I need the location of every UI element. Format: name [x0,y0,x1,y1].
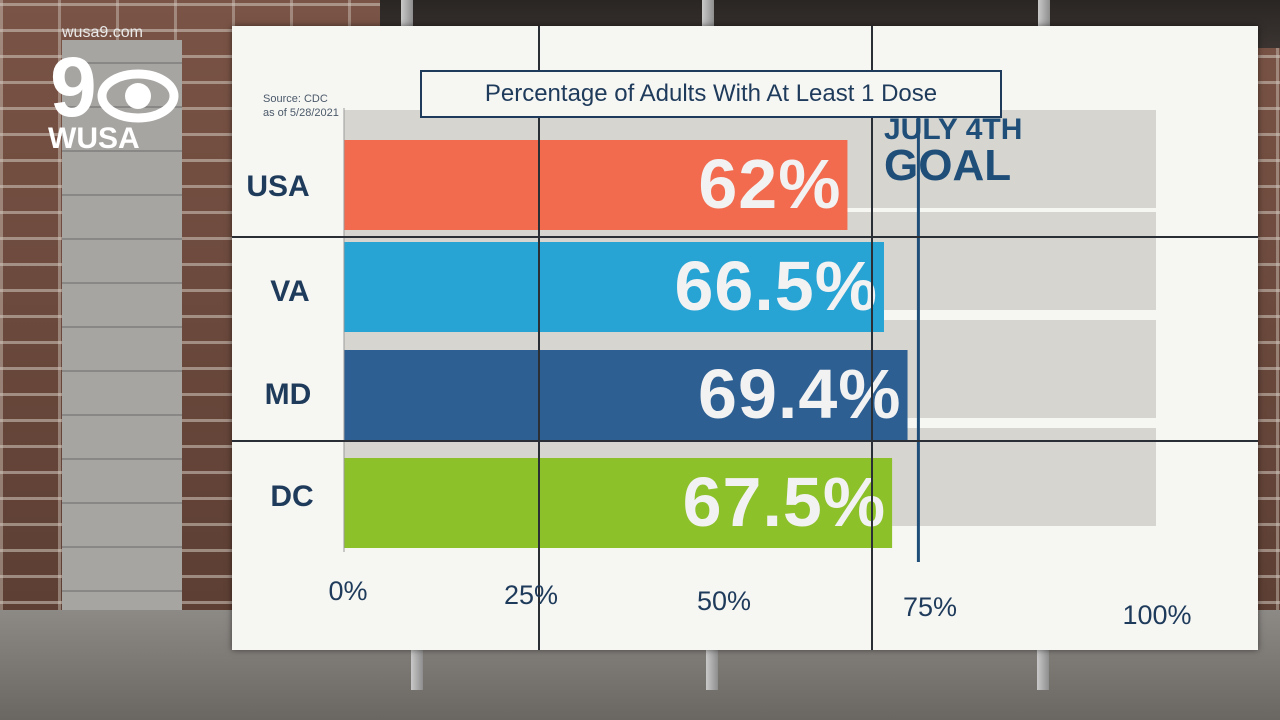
source-date: as of 5/28/2021 [263,107,339,119]
source-line: Source: CDC [263,93,328,105]
value-label-va: 66.5% [674,247,878,325]
goal-label-line2: GOAL [884,140,1012,190]
category-label-md: MD [264,378,312,411]
network-number: 9 [50,40,97,134]
station-url: wusa9.com [62,24,143,41]
goal-label-line1: JULY 4TH [884,113,1023,146]
screen-seam-horizontal [232,236,1258,238]
bar-md [344,350,908,440]
screen-seam-vertical [538,26,540,650]
x-tick-label: 0% [328,576,368,606]
x-tick-label: 100% [1122,600,1192,630]
category-label-dc: DC [270,480,314,513]
chart-title: Percentage of Adults With At Least 1 Dos… [420,70,1002,118]
value-label-dc: 67.5% [682,463,887,541]
goal-label: JULY 4TH GOAL [884,113,1023,190]
x-tick-label: 50% [696,586,752,616]
x-tick-label: 75% [902,592,958,622]
x-tick-label: 25% [503,580,559,610]
bar-usa [344,140,848,230]
bars [344,140,908,548]
value-label-usa: 62% [698,145,842,223]
cbs-eye-icon: 9 [50,40,179,134]
value-label-md: 69.4% [698,355,902,433]
screen-seam-vertical [871,26,873,650]
station-logo: wusa9.com 9 WUSA [40,24,190,174]
category-label-usa: USA [246,170,310,203]
category-label-va: VA [270,275,310,308]
source-note: Source: CDC as of 5/28/2021 [263,92,339,120]
screen-seam-horizontal [232,440,1258,442]
stone-pillar [62,40,182,680]
station-call-letters: WUSA [48,122,140,155]
bar-dc [344,458,893,548]
bar-va [344,242,884,332]
